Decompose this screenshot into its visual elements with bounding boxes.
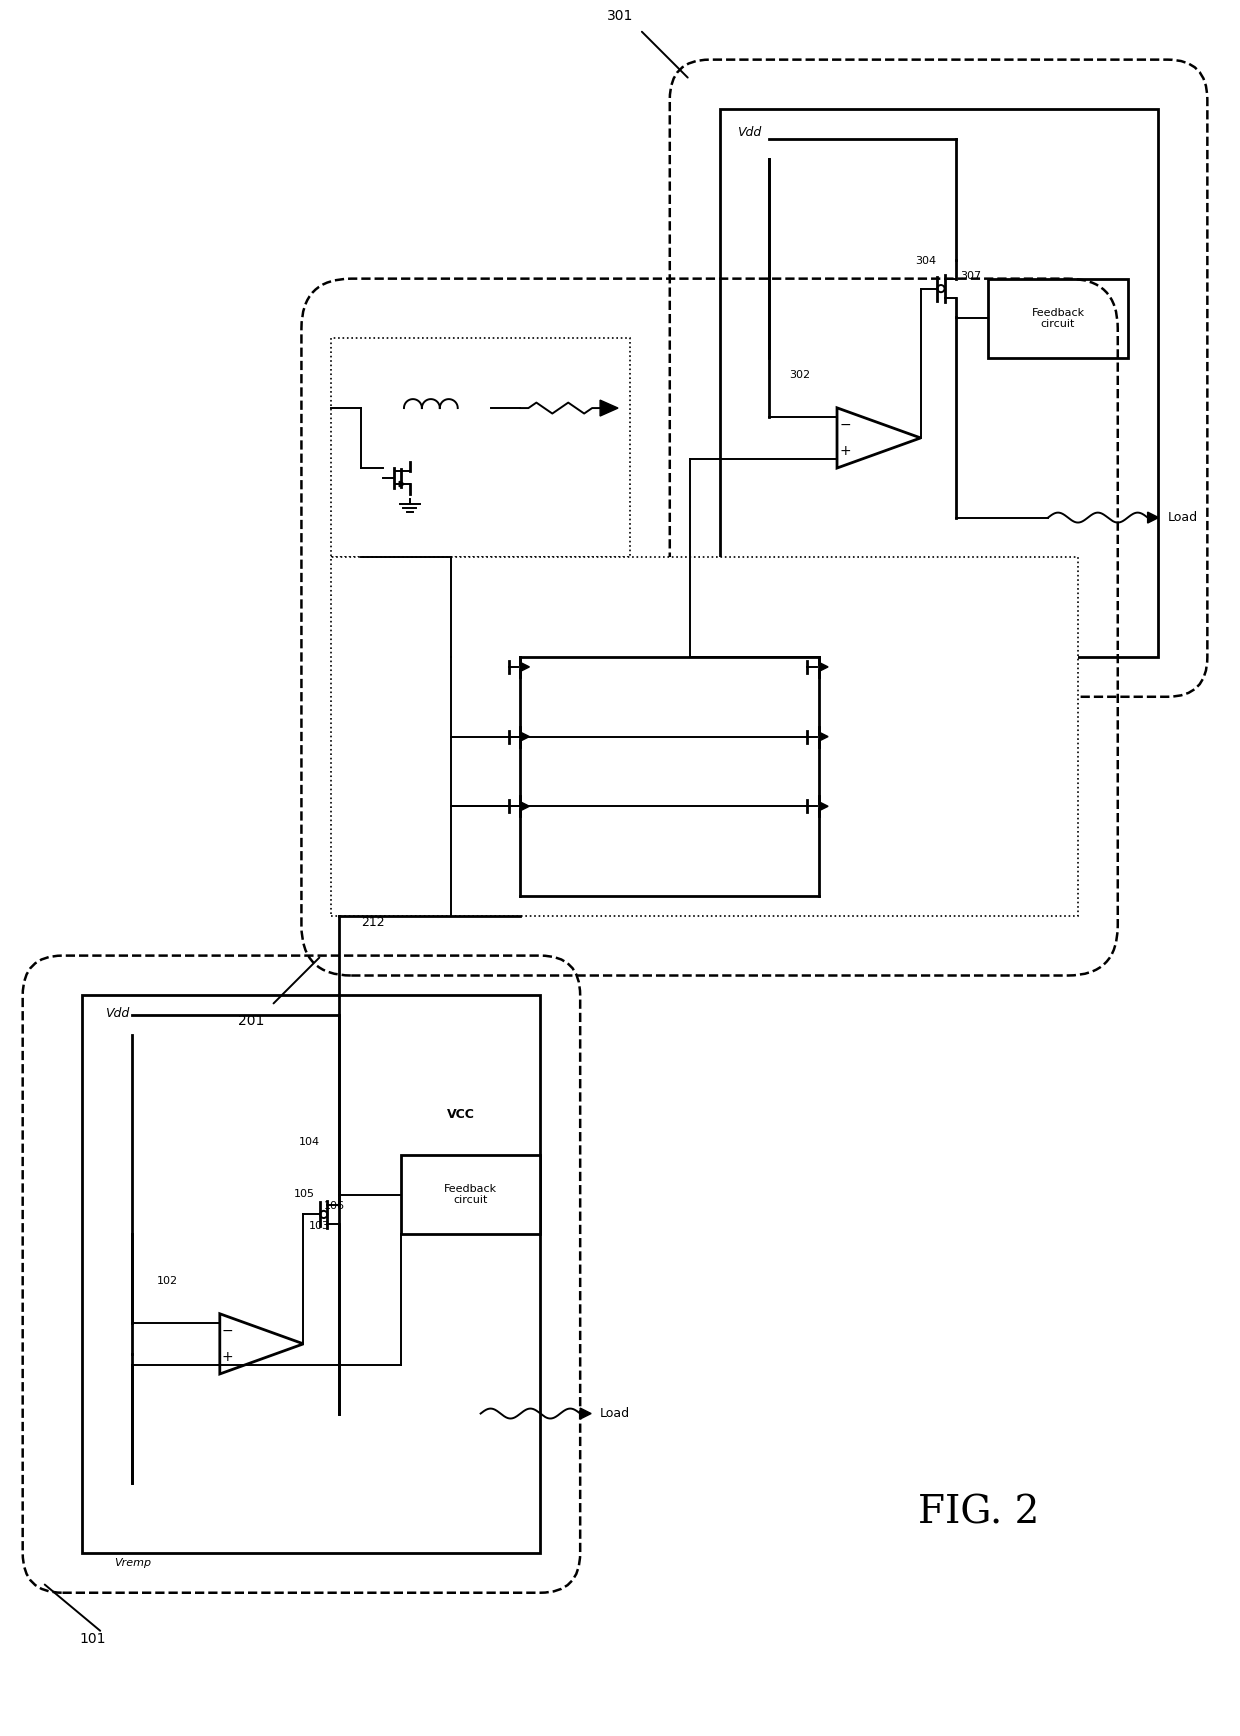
Text: 102: 102 <box>157 1276 179 1286</box>
Text: Vremp: Vremp <box>114 1557 151 1568</box>
Polygon shape <box>522 733 529 741</box>
Text: +: + <box>222 1351 233 1364</box>
Text: 301: 301 <box>606 9 634 23</box>
Text: Load: Load <box>1168 510 1198 524</box>
Polygon shape <box>600 399 618 417</box>
Text: −: − <box>222 1323 233 1337</box>
Text: Feedback
circuit: Feedback circuit <box>1032 307 1085 330</box>
Text: FIG. 2: FIG. 2 <box>918 1495 1039 1531</box>
Text: 201: 201 <box>238 1014 265 1028</box>
Text: 101: 101 <box>79 1632 105 1646</box>
Text: −: − <box>839 418 851 432</box>
Polygon shape <box>522 663 529 670</box>
Bar <box>988 279 1127 358</box>
Polygon shape <box>522 802 529 811</box>
Text: 103: 103 <box>309 1222 330 1231</box>
Bar <box>82 995 541 1554</box>
Text: Vdd: Vdd <box>738 127 761 139</box>
Text: 106: 106 <box>324 1201 345 1212</box>
Polygon shape <box>820 733 828 741</box>
Polygon shape <box>399 481 404 486</box>
Text: Vdd: Vdd <box>105 1007 129 1021</box>
Text: 104: 104 <box>299 1137 320 1147</box>
Bar <box>401 1154 541 1234</box>
Polygon shape <box>820 663 828 670</box>
Bar <box>719 109 1158 656</box>
Text: 302: 302 <box>789 370 811 380</box>
Polygon shape <box>1148 512 1158 523</box>
Bar <box>331 557 1078 917</box>
Bar <box>331 339 630 557</box>
Text: +: + <box>839 444 851 458</box>
Text: 307: 307 <box>961 271 982 281</box>
Text: 105: 105 <box>294 1189 315 1198</box>
Polygon shape <box>580 1408 591 1418</box>
Text: 304: 304 <box>915 255 936 266</box>
Text: Load: Load <box>600 1408 630 1420</box>
Text: 212: 212 <box>361 917 384 929</box>
Text: Feedback
circuit: Feedback circuit <box>444 1184 497 1205</box>
Polygon shape <box>820 802 828 811</box>
Text: VCC: VCC <box>446 1108 475 1121</box>
